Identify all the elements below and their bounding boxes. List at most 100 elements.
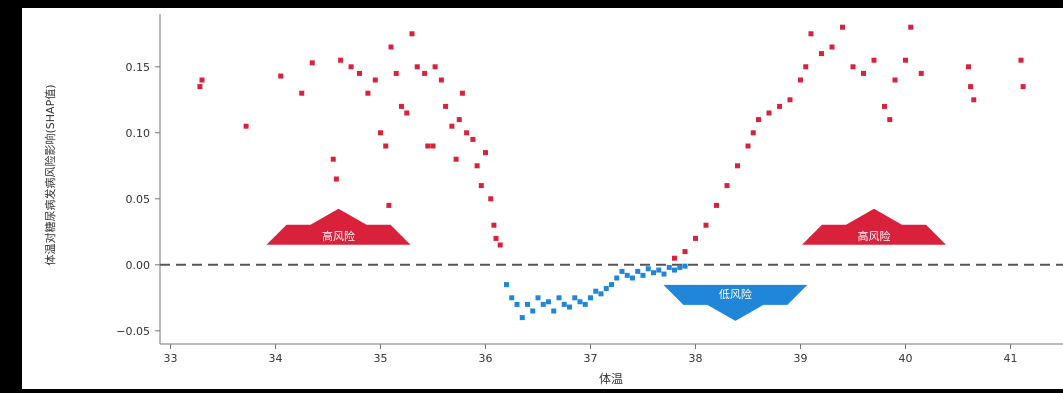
positive-point xyxy=(483,150,488,156)
positive-point xyxy=(871,57,877,63)
positive-point xyxy=(432,64,438,70)
positive-point xyxy=(756,117,761,123)
positive-point xyxy=(378,130,383,136)
positive-point xyxy=(459,90,465,96)
y-tick-label: 0.00 xyxy=(126,259,151,272)
positive-point xyxy=(414,64,420,70)
negative-point xyxy=(651,270,656,276)
positive-point xyxy=(425,143,431,149)
x-axis-label: 体温 xyxy=(599,372,623,386)
positive-point xyxy=(819,51,824,57)
positive-point xyxy=(918,70,924,76)
positive-point xyxy=(1018,57,1024,63)
negative-point xyxy=(582,301,588,307)
positive-point xyxy=(404,110,410,116)
high-risk-arrow xyxy=(802,208,946,245)
negative-point xyxy=(682,263,688,269)
x-tick-label: 39 xyxy=(794,352,808,365)
x-tick-label: 41 xyxy=(1004,352,1018,365)
negative-point xyxy=(661,271,667,277)
negative-point xyxy=(509,295,515,301)
x-tick-label: 38 xyxy=(689,352,703,365)
positive-point xyxy=(803,64,809,70)
y-tick-label: 0.05 xyxy=(126,193,151,206)
positive-point xyxy=(745,143,751,149)
positive-point xyxy=(199,77,205,83)
positive-point xyxy=(372,77,378,83)
risk-annotation-label: 低风险 xyxy=(719,287,752,301)
negative-point xyxy=(504,282,509,288)
positive-point xyxy=(703,222,709,228)
x-tick-label: 33 xyxy=(164,352,178,365)
positive-point xyxy=(808,31,814,37)
positive-point xyxy=(438,77,444,83)
positive-point xyxy=(488,196,494,202)
negative-point xyxy=(666,264,672,270)
positive-point xyxy=(672,255,677,261)
positive-point xyxy=(430,143,436,149)
low-risk-arrow xyxy=(663,284,808,321)
negative-point xyxy=(572,295,578,301)
high-risk-arrow xyxy=(266,208,411,245)
negative-point xyxy=(519,315,525,321)
negative-point xyxy=(619,268,625,274)
positive-point xyxy=(682,249,688,255)
positive-point xyxy=(453,156,459,162)
negative-point xyxy=(609,282,614,288)
positive-point xyxy=(443,103,449,109)
positive-point xyxy=(798,77,803,83)
positive-point xyxy=(330,156,336,162)
negative-point xyxy=(645,266,651,272)
negative-point xyxy=(540,301,546,307)
x-tick-label: 34 xyxy=(269,352,283,365)
positive-point xyxy=(386,202,392,208)
negative-point xyxy=(630,275,635,281)
positive-point xyxy=(470,136,476,142)
x-tick-label: 37 xyxy=(584,352,598,365)
positive-point xyxy=(449,123,455,129)
positive-point xyxy=(908,24,914,30)
positive-point xyxy=(766,110,772,116)
positive-point xyxy=(243,123,249,129)
negative-point xyxy=(672,267,677,273)
negative-point xyxy=(593,288,599,294)
negative-point xyxy=(551,308,557,314)
positive-point xyxy=(464,130,470,136)
negative-point xyxy=(677,264,683,270)
negative-point xyxy=(535,295,541,301)
negative-point xyxy=(624,272,630,278)
positive-point xyxy=(714,202,719,208)
positive-point xyxy=(474,163,480,169)
y-axis-label: 体温对糖尿病发病风险影响(SHAP值) xyxy=(43,85,57,266)
positive-point xyxy=(861,70,866,76)
risk-annotation-label: 高风险 xyxy=(322,229,355,243)
positive-point xyxy=(399,103,404,109)
positive-point xyxy=(422,70,428,76)
positive-point xyxy=(735,163,740,169)
x-tick-label: 40 xyxy=(899,352,913,365)
negative-point xyxy=(614,275,620,281)
x-tick-label: 35 xyxy=(374,352,388,365)
negative-point xyxy=(588,295,593,301)
y-tick-label: 0.10 xyxy=(126,127,151,140)
positive-point xyxy=(750,130,756,136)
positive-point xyxy=(724,183,730,189)
positive-point xyxy=(299,90,305,96)
positive-point xyxy=(388,44,394,50)
negative-point xyxy=(640,272,646,278)
negative-point xyxy=(530,308,536,314)
plot-area xyxy=(160,14,1063,344)
positive-point xyxy=(197,84,203,90)
risk-annotation-label: 高风险 xyxy=(858,229,891,243)
positive-point xyxy=(478,183,484,189)
positive-point xyxy=(333,176,339,182)
negative-point xyxy=(514,301,520,307)
positive-point xyxy=(338,57,344,63)
data-points xyxy=(197,24,1026,321)
x-axis-ticks: 33 34 35 36 37 38 39 40 41 xyxy=(164,344,1018,365)
positive-point xyxy=(357,70,362,76)
positive-point xyxy=(966,64,971,70)
